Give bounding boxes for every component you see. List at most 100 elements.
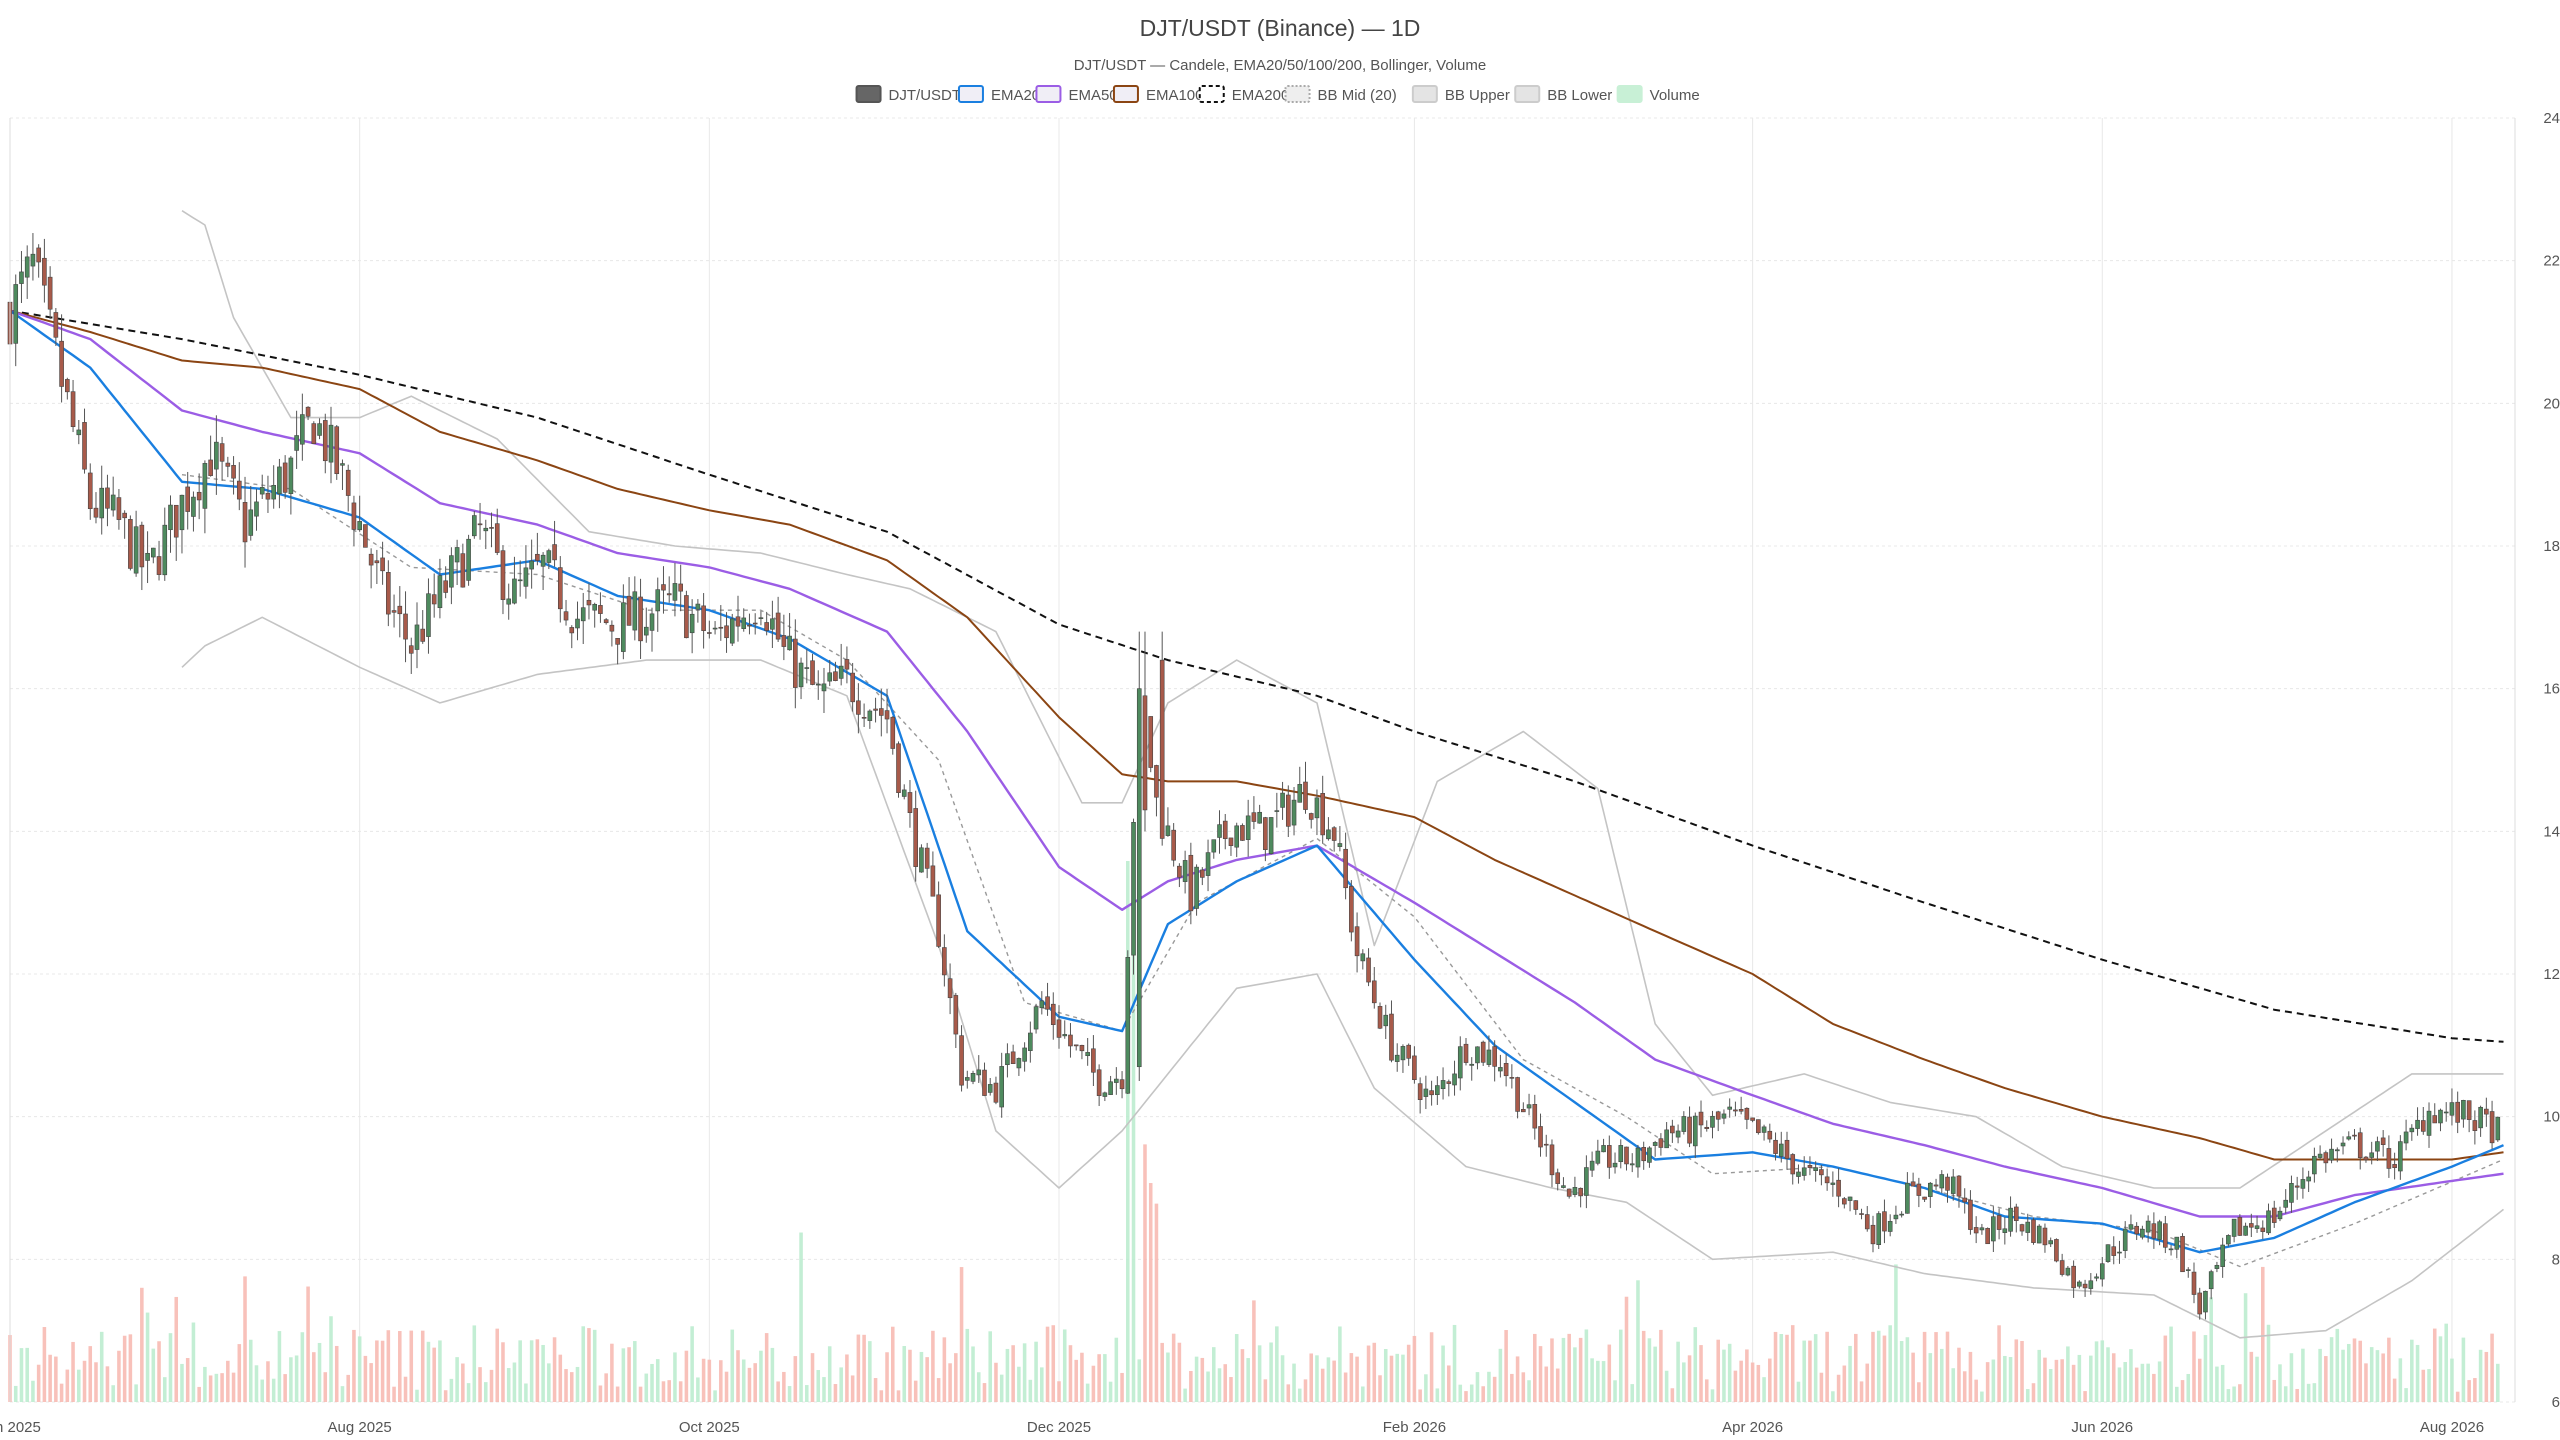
volume-bar [1917, 1382, 1921, 1402]
candle-body [924, 847, 930, 869]
volume-bar [2186, 1373, 2191, 1402]
candle-body [953, 995, 959, 1035]
candle-body [1480, 1041, 1486, 1063]
volume-bar [1297, 1388, 1302, 1402]
candle-body [1939, 1174, 1945, 1189]
candle-body [913, 808, 919, 867]
candle-body [540, 554, 546, 567]
candle-body [638, 596, 643, 642]
candle-body [735, 616, 741, 627]
candle-body [557, 567, 563, 610]
candle-body [414, 624, 420, 650]
volume-bar [317, 1342, 322, 1402]
volume-bar [271, 1378, 276, 1402]
candle-body [1498, 1067, 1503, 1072]
candle-body [810, 660, 815, 685]
candle-body [1819, 1169, 1824, 1176]
candle-body [248, 509, 254, 536]
volume-bar [2346, 1343, 2351, 1402]
y-tick-label: 14 [2543, 823, 2560, 840]
volume-bar [2031, 1383, 2036, 1402]
volume-bar [736, 1350, 740, 1402]
candle-body [1177, 865, 1182, 878]
volume-bar [1825, 1331, 1829, 1402]
volume-bar [140, 1287, 144, 1402]
volume-bar [776, 1381, 780, 1402]
candle-body [712, 627, 718, 630]
volume-bar [151, 1348, 156, 1402]
volume-bar [954, 1353, 958, 1402]
volume-bar [2043, 1357, 2047, 1402]
volume-bar [2266, 1324, 2271, 1402]
volume-bar [2496, 1363, 2500, 1402]
volume-bar [747, 1367, 752, 1402]
candle-body [1033, 1006, 1039, 1030]
candle-body [552, 544, 557, 561]
candle-body [1710, 1115, 1715, 1128]
candle-body [770, 618, 775, 630]
candle-body [2122, 1228, 2128, 1251]
volume-bar [111, 1385, 115, 1402]
candle-body [2415, 1119, 2420, 1129]
candle-body [242, 502, 248, 543]
candle-body [2203, 1290, 2208, 1313]
candle-body [1601, 1145, 1606, 1153]
candle-body [615, 638, 620, 645]
candle-body [1154, 765, 1159, 798]
candle-body [1400, 1046, 1406, 1061]
candle-body [1859, 1213, 1864, 1215]
volume-bar [2387, 1337, 2391, 1402]
candle-body [867, 710, 873, 721]
volume-bar [1492, 1376, 1497, 1402]
volume-bar [438, 1340, 442, 1402]
volume-bar [214, 1373, 219, 1402]
volume-bar [162, 1377, 167, 1402]
volume-bar [1395, 1353, 1399, 1402]
candle-body [2334, 1149, 2340, 1152]
volume-bar [2364, 1363, 2368, 1402]
candle-body [1824, 1176, 1830, 1184]
candle-body [1314, 797, 1320, 819]
volume-bar [518, 1340, 522, 1402]
candle-body [684, 595, 689, 639]
volume-bar [633, 1341, 637, 1402]
y-tick-label: 18 [2543, 538, 2560, 555]
volume-bar [409, 1330, 414, 1402]
volume-bar [988, 1331, 992, 1402]
candle-body [2208, 1271, 2214, 1290]
volume-bar [1722, 1349, 1726, 1402]
volume-bar [822, 1377, 826, 1402]
candle-body [626, 595, 632, 626]
volume-bar [959, 1267, 964, 1402]
volume-bar [2180, 1380, 2185, 1402]
candle-body [2082, 1283, 2088, 1289]
volume-bar [816, 1370, 821, 1402]
candle-body [775, 612, 781, 640]
candle-body [2289, 1183, 2294, 1203]
candle-body [99, 487, 105, 519]
volume-bar [1057, 1381, 1061, 1402]
volume-bar [2083, 1391, 2087, 1402]
volume-bar [650, 1363, 654, 1402]
volume-bar [936, 1378, 941, 1402]
candle-body [1905, 1182, 1910, 1214]
volume-bar [1286, 1384, 1291, 1402]
volume-bar [461, 1363, 465, 1402]
volume-bar [1584, 1329, 1589, 1402]
candle-body [2071, 1265, 2076, 1289]
candle-body [214, 441, 219, 470]
volume-bar [472, 1325, 477, 1402]
volume-bar [2203, 1335, 2208, 1402]
volume-bar [42, 1327, 47, 1402]
volume-bar [48, 1354, 52, 1402]
candle-body [122, 512, 127, 519]
volume-bar [1200, 1357, 1205, 1402]
x-tick-label: Aug 2025 [328, 1419, 392, 1436]
legend-swatch [1616, 85, 1643, 103]
volume-bar [1452, 1324, 1457, 1402]
candle-body [2340, 1142, 2346, 1147]
legend-swatch [855, 85, 882, 103]
volume-bar [2255, 1356, 2259, 1402]
volume-bar [581, 1326, 586, 1402]
